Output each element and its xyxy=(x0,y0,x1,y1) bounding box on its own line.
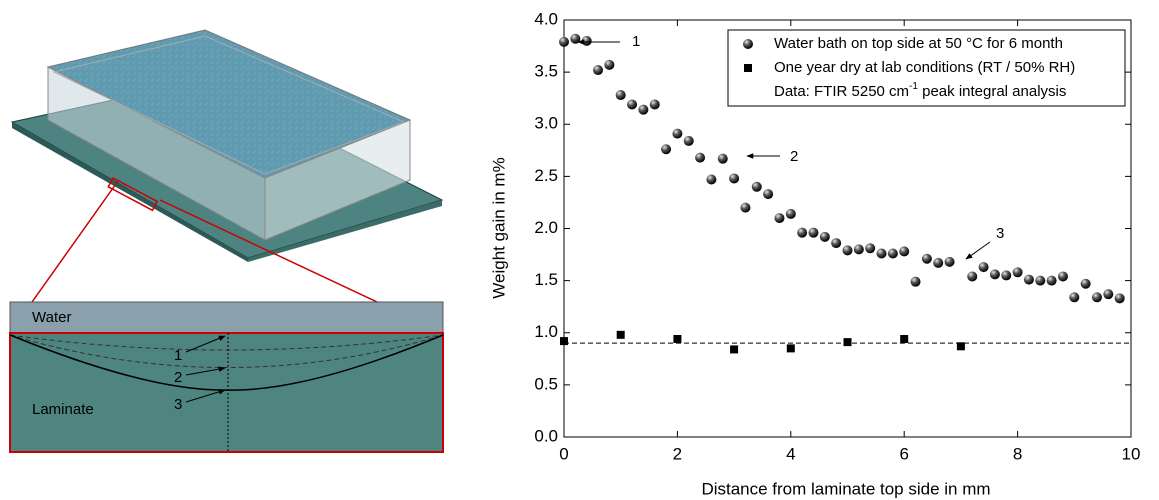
point xyxy=(774,213,785,224)
point xyxy=(989,269,1000,280)
legend-label: One year dry at lab conditions (RT / 50%… xyxy=(774,59,1075,76)
point xyxy=(978,262,989,273)
legend-note-part: Data: FTIR 5250 cm xyxy=(774,83,909,100)
y-tick-label: 2.5 xyxy=(534,166,558,185)
point xyxy=(785,208,796,219)
point xyxy=(819,231,830,242)
y-tick-label: 0.0 xyxy=(534,426,558,445)
depth-label: 1 xyxy=(174,347,182,364)
point xyxy=(581,35,592,46)
point xyxy=(797,227,808,238)
laminate-label: Laminate xyxy=(32,401,94,418)
y-tick-label: 3.0 xyxy=(534,114,558,133)
x-tick-label: 4 xyxy=(786,444,795,463)
y-tick-label: 4.0 xyxy=(534,9,558,28)
x-tick-label: 6 xyxy=(899,444,908,463)
point xyxy=(1114,293,1125,304)
point xyxy=(615,90,626,101)
point xyxy=(751,181,762,192)
x-tick-label: 10 xyxy=(1122,444,1141,463)
point xyxy=(1091,292,1102,303)
point xyxy=(649,99,660,110)
point xyxy=(740,202,751,213)
point xyxy=(627,99,638,110)
point xyxy=(616,330,625,339)
point xyxy=(683,135,694,146)
point xyxy=(900,335,909,344)
point xyxy=(730,345,739,354)
cross-section: Water Laminate 1 2 3 xyxy=(9,180,444,453)
point xyxy=(887,248,898,259)
point xyxy=(661,144,672,155)
point xyxy=(1069,292,1080,303)
x-tick-label: 2 xyxy=(673,444,682,463)
point xyxy=(921,253,932,264)
point xyxy=(717,153,728,164)
point xyxy=(763,189,774,200)
point xyxy=(1103,289,1114,300)
point xyxy=(1012,267,1023,278)
point xyxy=(843,338,852,347)
y-axis-label: Weight gain in m% xyxy=(489,157,508,298)
point xyxy=(559,36,569,47)
legend-note: Data: FTIR 5250 cm-1 peak integral analy… xyxy=(774,81,1066,100)
point xyxy=(842,245,853,256)
point xyxy=(910,276,921,287)
y-tick-label: 0.5 xyxy=(534,374,558,393)
point xyxy=(967,271,978,282)
point xyxy=(899,246,910,257)
x-axis-label: Distance from laminate top side in mm xyxy=(701,479,990,498)
point xyxy=(604,59,615,70)
y-tick-label: 2.0 xyxy=(534,218,558,237)
annotation: 3 xyxy=(996,225,1004,242)
point xyxy=(1057,271,1068,282)
legend-note-part: peak integral analysis xyxy=(918,83,1066,100)
point xyxy=(876,248,887,259)
point xyxy=(831,238,842,249)
point xyxy=(1035,275,1046,286)
point xyxy=(786,344,795,353)
y-tick-label: 1.5 xyxy=(534,270,558,289)
point xyxy=(853,244,864,255)
annotation: 1 xyxy=(632,33,640,50)
x-tick-label: 8 xyxy=(1013,444,1022,463)
annotation-arrow xyxy=(965,241,991,260)
depth-label: 2 xyxy=(174,369,182,386)
point xyxy=(808,227,819,238)
y-tick-label: 1.0 xyxy=(534,322,558,341)
point xyxy=(560,337,568,346)
point xyxy=(695,152,706,163)
legend-note-part: -1 xyxy=(909,81,918,92)
point xyxy=(1046,275,1057,286)
point xyxy=(933,257,944,268)
point xyxy=(956,342,965,351)
point xyxy=(706,174,717,185)
legend-marker xyxy=(743,39,753,49)
y-tick-label: 3.5 xyxy=(534,62,558,81)
x-tick-label: 0 xyxy=(559,444,568,463)
point xyxy=(865,243,876,254)
legend-label: Water bath on top side at 50 °C for 6 mo… xyxy=(774,35,1063,52)
point xyxy=(673,335,682,344)
legend-box xyxy=(727,29,1126,107)
laminate-3d xyxy=(10,29,444,262)
point xyxy=(638,104,649,115)
point xyxy=(672,128,683,139)
point xyxy=(729,173,740,184)
point xyxy=(1023,274,1034,285)
annotation: 2 xyxy=(790,148,798,165)
point xyxy=(944,256,955,267)
point xyxy=(593,65,604,76)
water-label: Water xyxy=(32,309,71,326)
point xyxy=(1001,270,1012,281)
legend-marker xyxy=(744,64,752,72)
depth-label: 3 xyxy=(174,396,182,413)
point xyxy=(1080,278,1091,289)
